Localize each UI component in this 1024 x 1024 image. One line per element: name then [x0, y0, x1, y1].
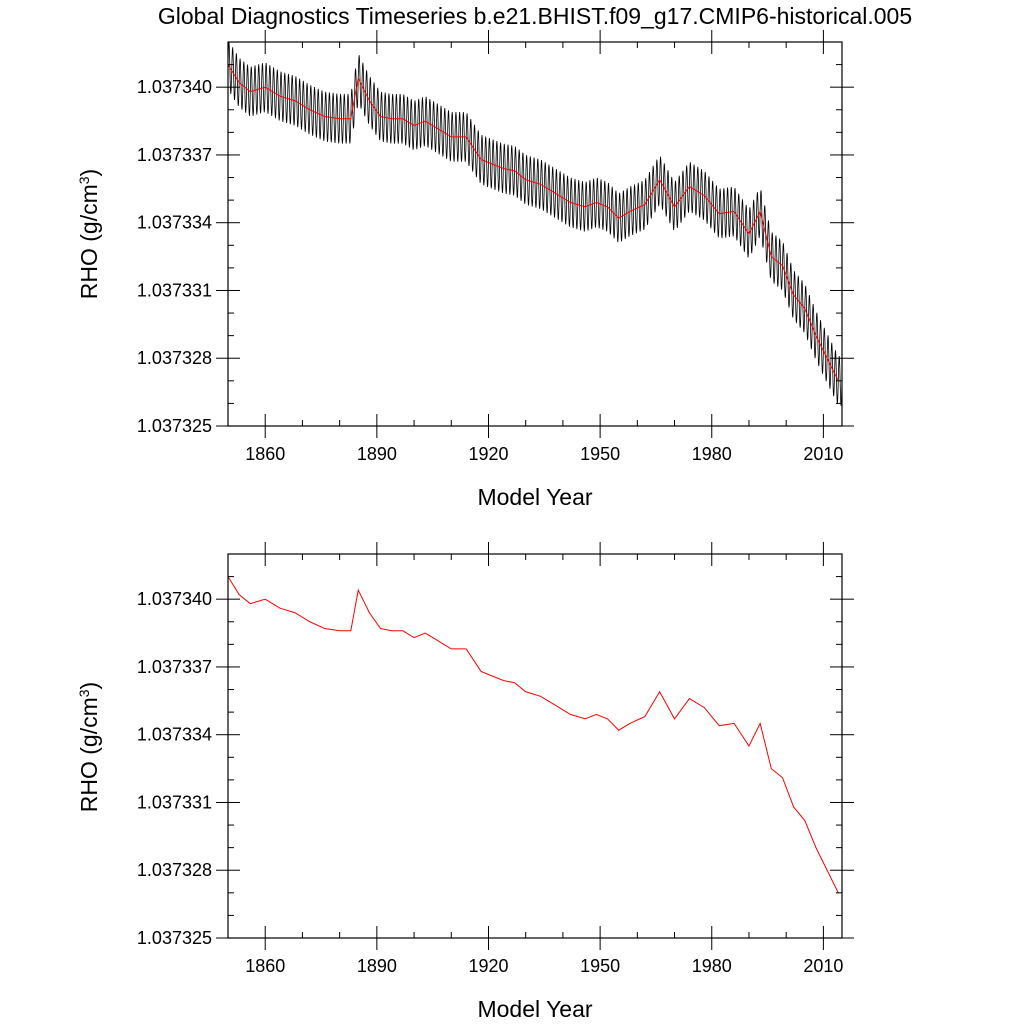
- y-tick-label: 1.037340: [137, 77, 212, 97]
- chart-title: Global Diagnostics Timeseries b.e21.BHIS…: [158, 3, 912, 29]
- bottom-y-axis-label: RHO (g/cm3): [76, 682, 102, 812]
- top-panel: 1.037325 1.037328 1.037331 1.037334 1.037337…: [76, 30, 854, 510]
- plot-frame: [227, 41, 843, 427]
- x-tick-label: 1950: [580, 444, 620, 464]
- top-y-axis-label-main: RHO (g/cm: [76, 184, 102, 299]
- bottom-plot-area: [227, 553, 843, 939]
- top-y-axis-label: RHO (g/cm3): [76, 169, 102, 299]
- y-tick-label: 1.037337: [137, 145, 212, 165]
- bottom-x-tick-labels: 1860 1890 1920 1950 1980 2010: [245, 956, 843, 976]
- top-ticks: [216, 30, 854, 438]
- y-tick-label: 1.037334: [137, 213, 212, 233]
- top-x-axis-label: Model Year: [477, 484, 592, 510]
- x-tick-label: 1950: [580, 956, 620, 976]
- bottom-x-axis-label: Model Year: [477, 996, 592, 1022]
- top-x-tick-labels: 1860 1890 1920 1950 1980 2010: [245, 444, 843, 464]
- x-tick-label: 1860: [245, 956, 285, 976]
- bottom-y-axis-label-main: RHO (g/cm: [76, 697, 102, 812]
- y-tick-label: 1.037331: [137, 792, 212, 812]
- plot-frame: [227, 553, 843, 939]
- y-tick-label: 1.037334: [137, 725, 212, 745]
- top-y-tick-labels: 1.037325 1.037328 1.037331 1.037334 1.037337…: [137, 77, 212, 436]
- top-y-axis-label-sup: 3: [76, 176, 92, 184]
- bottom-ticks: [216, 542, 854, 950]
- bottom-y-axis-label-sup: 3: [76, 689, 92, 697]
- series-annual-mean-line: [228, 64, 839, 382]
- y-tick-label: 1.037337: [137, 657, 212, 677]
- x-tick-label: 1890: [357, 956, 397, 976]
- series-annual-mean-line: [228, 576, 839, 894]
- x-tick-label: 1980: [692, 444, 732, 464]
- x-tick-label: 2010: [803, 444, 843, 464]
- x-tick-label: 1890: [357, 444, 397, 464]
- y-tick-label: 1.037328: [137, 860, 212, 880]
- x-tick-label: 1920: [468, 956, 508, 976]
- y-tick-label: 1.037325: [137, 416, 212, 436]
- bottom-y-tick-labels: 1.037325 1.037328 1.037331 1.037334 1.037337…: [137, 589, 212, 948]
- top-y-axis-label-close: ): [76, 169, 102, 177]
- y-tick-label: 1.037331: [137, 280, 212, 300]
- bottom-y-axis-label-close: ): [76, 682, 102, 690]
- y-tick-label: 1.037340: [137, 589, 212, 609]
- x-tick-label: 1980: [692, 956, 732, 976]
- bottom-panel: 1.037325 1.037328 1.037331 1.037334 1.037337…: [76, 542, 854, 1022]
- x-tick-label: 1860: [245, 444, 285, 464]
- y-tick-label: 1.037328: [137, 348, 212, 368]
- x-tick-label: 1920: [468, 444, 508, 464]
- x-tick-label: 2010: [803, 956, 843, 976]
- top-plot-area: [227, 41, 843, 427]
- y-tick-label: 1.037325: [137, 928, 212, 948]
- series-monthly-line: [228, 42, 842, 406]
